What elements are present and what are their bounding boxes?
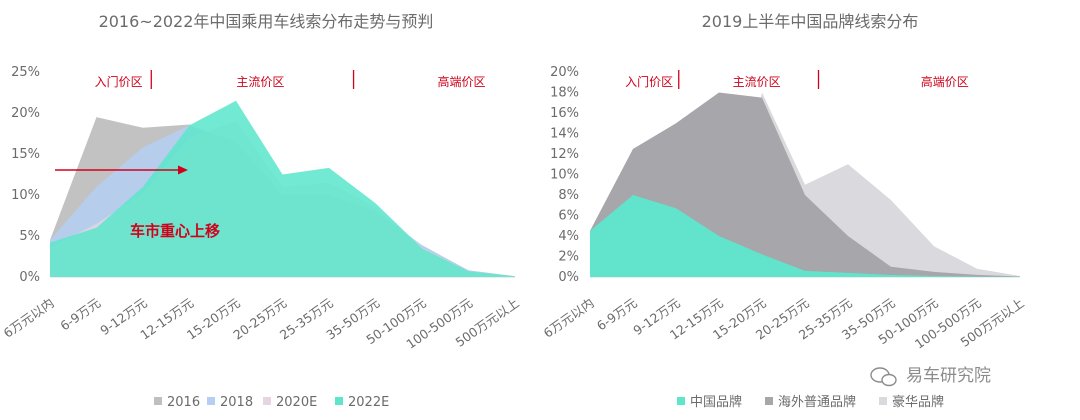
left-zone-label: 入门价区: [95, 74, 143, 89]
wechat-logo-icon: [870, 367, 897, 387]
legend-swatch-2022E: [335, 397, 343, 405]
shift-arrow-head-icon: [178, 165, 188, 175]
legend-label-2020E: 2020E: [276, 395, 317, 410]
legend-swatch-海外普通品牌: [765, 397, 773, 405]
series-area-豪华品牌: [590, 92, 1020, 277]
right-y-tick-label: 2%: [558, 250, 579, 265]
left-chart-title: 2016~2022年中国乘用车线索分布走势与预判: [99, 12, 434, 31]
right-y-tick-label: 18%: [550, 86, 579, 101]
right-y-tick-label: 16%: [550, 106, 579, 121]
right-y-tick-label: 20%: [550, 65, 579, 80]
legend-label-中国品牌: 中国品牌: [690, 394, 742, 410]
left-x-tick-label: 6万元以内: [1, 295, 57, 341]
right-zone-label: 主流价区: [733, 75, 781, 89]
series-area-中国品牌: [590, 195, 1020, 277]
left-y-tick-label: 15%: [11, 147, 40, 162]
left-zone-label: 高端价区: [438, 74, 486, 89]
legend-label-豪华品牌: 豪华品牌: [892, 394, 944, 410]
legend-swatch-2018: [207, 397, 215, 405]
right-zone-label: 入门价区: [625, 74, 673, 89]
legend-label-海外普通品牌: 海外普通品牌: [778, 394, 856, 410]
right-chart-title: 2019上半年中国品牌线索分布: [702, 12, 919, 31]
right-chart: 2019上半年中国品牌线索分布 0% 2% 4% 6% 8% 10% 12% 14% 16% 18…: [541, 12, 1027, 410]
left-x-tick-label: 6-9万元: [57, 295, 103, 333]
left-y-tick-label: 0%: [19, 270, 40, 285]
left-y-tick-label: 5%: [19, 229, 40, 244]
left-zone-label: 主流价区: [236, 75, 284, 89]
legend-label-2016: 2016: [167, 395, 200, 410]
left-chart: 2016~2022年中国乘用车线索分布走势与预判 0% 5% 10% 15% 20% 25…: [1, 12, 522, 410]
legend-swatch-2016: [154, 397, 162, 405]
series-area-2022E: [50, 100, 515, 277]
right-y-tick-label: 8%: [558, 188, 579, 203]
right-y-tick-label: 12%: [550, 147, 579, 162]
left-y-tick-label: 25%: [11, 65, 40, 80]
watermark-label: 易车研究院: [906, 366, 991, 386]
left-y-tick-label: 20%: [11, 106, 40, 121]
shift-annotation: 车市重心上移: [55, 165, 220, 240]
right-y-tick-label: 0%: [558, 270, 579, 285]
right-zone-label: 高端价区: [921, 74, 969, 89]
right-y-tick-label: 6%: [558, 209, 579, 224]
watermark: 易车研究院: [870, 366, 991, 387]
right-y-tick-label: 14%: [550, 127, 579, 142]
right-y-tick-label: 4%: [558, 229, 579, 244]
shift-annotation-label: 车市重心上移: [130, 222, 220, 240]
legend-swatch-豪华品牌: [879, 397, 887, 405]
right-x-tick-label: 6万元以内: [541, 295, 597, 341]
legend-label-2022E: 2022E: [348, 395, 389, 410]
right-y-tick-label: 10%: [550, 168, 579, 183]
legend-label-2018: 2018: [220, 395, 253, 410]
legend-swatch-2020E: [263, 397, 271, 405]
left-y-tick-label: 10%: [11, 188, 40, 203]
legend-swatch-中国品牌: [677, 397, 685, 405]
